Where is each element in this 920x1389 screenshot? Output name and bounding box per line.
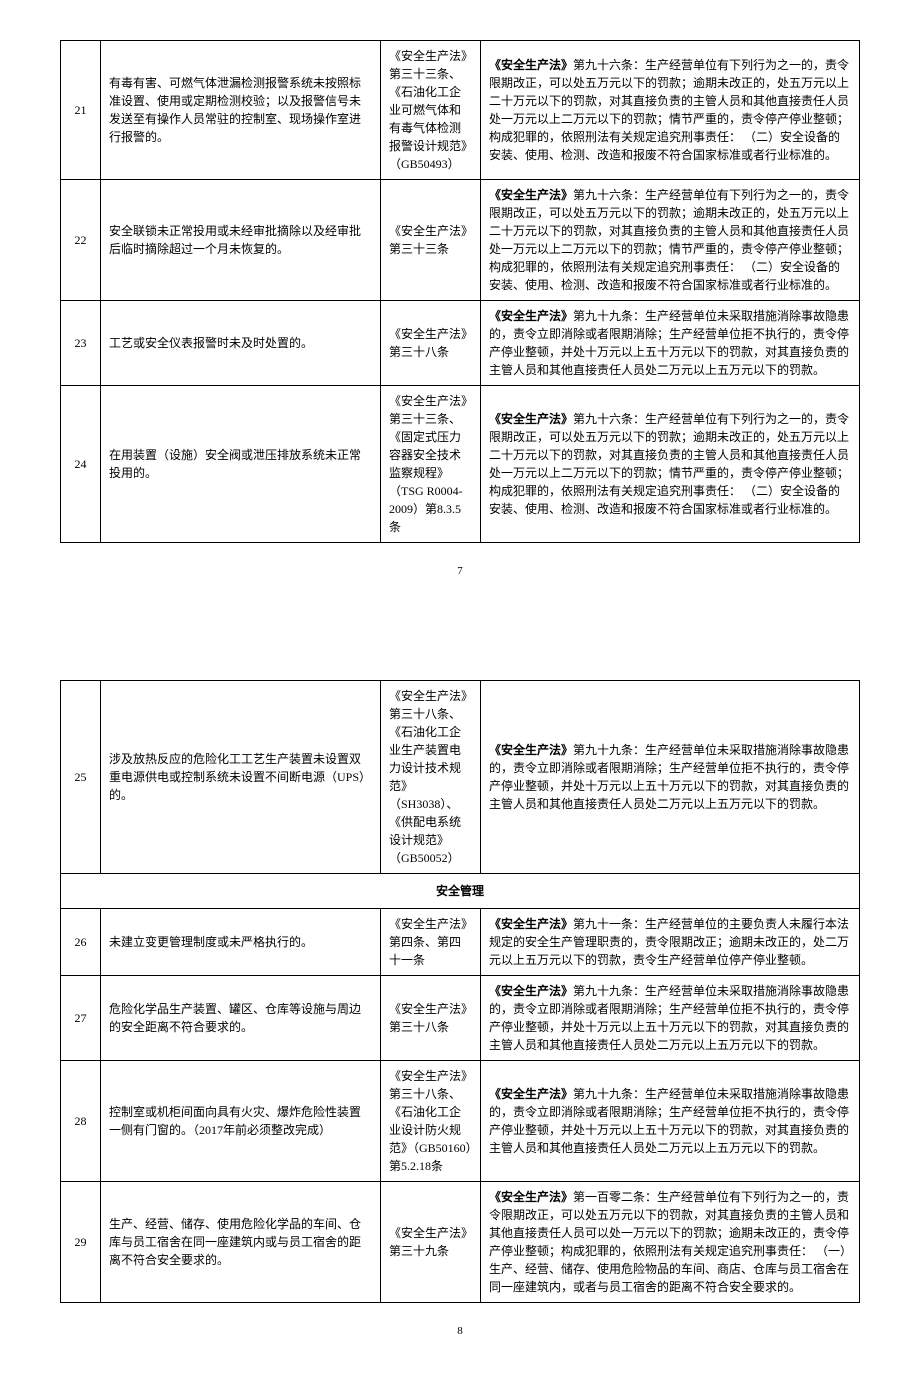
row-penalty: 《安全生产法》第九十一条：生产经营单位的主要负责人未履行本法规定的安全生产管理职… [481, 908, 860, 975]
penalty-law-name: 《安全生产法》 [489, 1190, 573, 1204]
row-number: 22 [61, 180, 101, 301]
row-description: 控制室或机柜间面向具有火灾、爆炸危险性装置一侧有门窗的。（2017年前必须整改完… [101, 1060, 381, 1181]
row-penalty: 《安全生产法》第九十六条：生产经营单位有下列行为之一的，责令限期改正，可以处五万… [481, 180, 860, 301]
penalty-law-name: 《安全生产法》 [489, 984, 573, 998]
table-row: 28 控制室或机柜间面向具有火灾、爆炸危险性装置一侧有门窗的。（2017年前必须… [61, 1060, 860, 1181]
row-number: 25 [61, 680, 101, 873]
row-description: 在用装置（设施）安全阀或泄压排放系统未正常投用的。 [101, 386, 381, 543]
row-description: 安全联锁未正常投用或未经审批摘除以及经审批后临时摘除超过一个月未恢复的。 [101, 180, 381, 301]
row-description: 危险化学品生产装置、罐区、仓库等设施与周边的安全距离不符合要求的。 [101, 975, 381, 1060]
row-number: 24 [61, 386, 101, 543]
table-body-2: 25 涉及放热反应的危险化工工艺生产装置未设置双重电源供电或控制系统未设置不间断… [61, 680, 860, 1302]
row-description: 未建立变更管理制度或未严格执行的。 [101, 908, 381, 975]
table-row: 21 有毒有害、可燃气体泄漏检测报警系统未按照标准设置、使用或定期检测校验；以及… [61, 41, 860, 180]
row-penalty: 《安全生产法》第九十九条：生产经营单位未采取措施消除事故隐患的，责令立即消除或者… [481, 301, 860, 386]
row-number: 27 [61, 975, 101, 1060]
row-description: 工艺或安全仪表报警时未及时处置的。 [101, 301, 381, 386]
row-penalty: 《安全生产法》第九十六条：生产经营单位有下列行为之一的，责令限期改正，可以处五万… [481, 41, 860, 180]
penalty-text: 第一百零二条：生产经营单位有下列行为之一的，责令限期改正，可以处五万元以下的罚款… [489, 1190, 849, 1294]
row-basis: 《安全生产法》第三十三条、《固定式压力容器安全技术监察规程》（TSG R0004… [381, 386, 481, 543]
regulation-table-page1: 21 有毒有害、可燃气体泄漏检测报警系统未按照标准设置、使用或定期检测校验；以及… [60, 40, 860, 543]
row-penalty: 《安全生产法》第九十六条：生产经营单位有下列行为之一的，责令限期改正，可以处五万… [481, 386, 860, 543]
penalty-law-name: 《安全生产法》 [489, 188, 573, 202]
page-number-2: 8 [60, 1323, 860, 1340]
row-number: 21 [61, 41, 101, 180]
row-number: 28 [61, 1060, 101, 1181]
row-basis: 《安全生产法》第三十三条 [381, 180, 481, 301]
table-body-1: 21 有毒有害、可燃气体泄漏检测报警系统未按照标准设置、使用或定期检测校验；以及… [61, 41, 860, 543]
row-number: 23 [61, 301, 101, 386]
penalty-law-name: 《安全生产法》 [489, 743, 573, 757]
row-description: 有毒有害、可燃气体泄漏检测报警系统未按照标准设置、使用或定期检测校验；以及报警信… [101, 41, 381, 180]
penalty-law-name: 《安全生产法》 [489, 917, 573, 931]
table-row: 26 未建立变更管理制度或未严格执行的。 《安全生产法》第四条、第四十一条 《安… [61, 908, 860, 975]
section-header-text: 安全管理 [61, 873, 860, 908]
row-basis: 《安全生产法》第三十八条 [381, 301, 481, 386]
row-penalty: 《安全生产法》第九十九条：生产经营单位未采取措施消除事故隐患的，责令立即消除或者… [481, 975, 860, 1060]
penalty-law-name: 《安全生产法》 [489, 1087, 573, 1101]
row-basis: 《安全生产法》第三十八条 [381, 975, 481, 1060]
row-number: 29 [61, 1181, 101, 1302]
row-basis: 《安全生产法》第三十三条、《石油化工企业可燃气体和有毒气体检测报警设计规范》（G… [381, 41, 481, 180]
row-basis: 《安全生产法》第四条、第四十一条 [381, 908, 481, 975]
page-number-1: 7 [60, 563, 860, 580]
regulation-table-page2: 25 涉及放热反应的危险化工工艺生产装置未设置双重电源供电或控制系统未设置不间断… [60, 680, 860, 1303]
row-basis: 《安全生产法》第三十九条 [381, 1181, 481, 1302]
table-row: 23 工艺或安全仪表报警时未及时处置的。 《安全生产法》第三十八条 《安全生产法… [61, 301, 860, 386]
penalty-law-name: 《安全生产法》 [489, 412, 573, 426]
penalty-law-name: 《安全生产法》 [489, 309, 573, 323]
row-description: 涉及放热反应的危险化工工艺生产装置未设置双重电源供电或控制系统未设置不间断电源（… [101, 680, 381, 873]
row-basis: 《安全生产法》第三十八条、《石油化工企业设计防火规范》（GB50160）第5.2… [381, 1060, 481, 1181]
penalty-text: 第九十六条：生产经营单位有下列行为之一的，责令限期改正，可以处五万元以下的罚款；… [489, 58, 849, 162]
table-row: 25 涉及放热反应的危险化工工艺生产装置未设置双重电源供电或控制系统未设置不间断… [61, 680, 860, 873]
table-row: 29 生产、经营、储存、使用危险化学品的车间、仓库与员工宿舍在同一座建筑内或与员… [61, 1181, 860, 1302]
row-penalty: 《安全生产法》第九十九条：生产经营单位未采取措施消除事故隐患的，责令立即消除或者… [481, 680, 860, 873]
table-row: 22 安全联锁未正常投用或未经审批摘除以及经审批后临时摘除超过一个月未恢复的。 … [61, 180, 860, 301]
table-row: 27 危险化学品生产装置、罐区、仓库等设施与周边的安全距离不符合要求的。 《安全… [61, 975, 860, 1060]
row-penalty: 《安全生产法》第一百零二条：生产经营单位有下列行为之一的，责令限期改正，可以处五… [481, 1181, 860, 1302]
penalty-law-name: 《安全生产法》 [489, 58, 573, 72]
penalty-text: 第九十六条：生产经营单位有下列行为之一的，责令限期改正，可以处五万元以下的罚款；… [489, 412, 849, 516]
row-basis: 《安全生产法》第三十八条、《石油化工企业生产装置电力设计技术规范》（SH3038… [381, 680, 481, 873]
row-description: 生产、经营、储存、使用危险化学品的车间、仓库与员工宿舍在同一座建筑内或与员工宿舍… [101, 1181, 381, 1302]
row-number: 26 [61, 908, 101, 975]
penalty-text: 第九十六条：生产经营单位有下列行为之一的，责令限期改正，可以处五万元以下的罚款；… [489, 188, 849, 292]
section-header-row: 安全管理 [61, 873, 860, 908]
table-row: 24 在用装置（设施）安全阀或泄压排放系统未正常投用的。 《安全生产法》第三十三… [61, 386, 860, 543]
row-penalty: 《安全生产法》第九十九条：生产经营单位未采取措施消除事故隐患的，责令立即消除或者… [481, 1060, 860, 1181]
